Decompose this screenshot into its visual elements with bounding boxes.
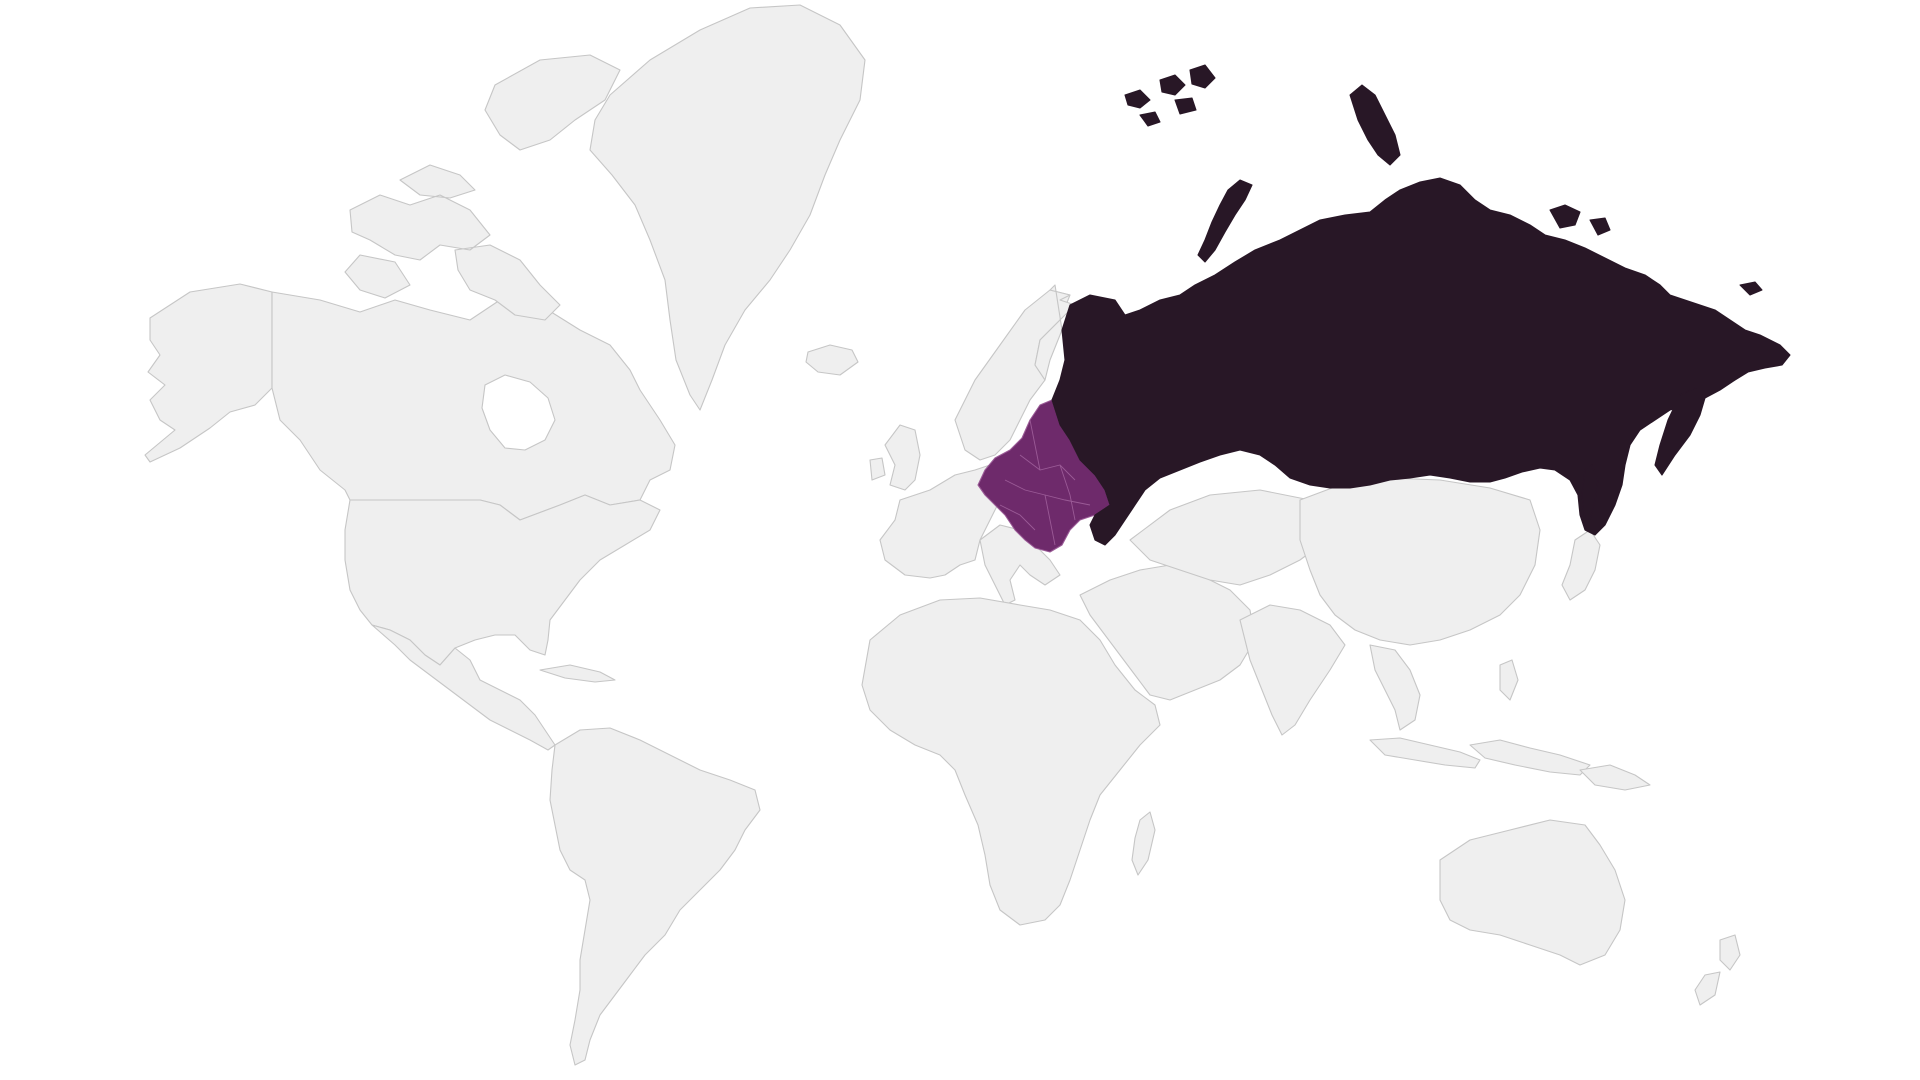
british-isles: [869, 424, 921, 491]
canada: [271, 291, 676, 521]
south-america-landmass: [549, 727, 761, 1066]
franz-josef-land: [1124, 64, 1216, 127]
madagascar: [1131, 811, 1156, 876]
canadian-arctic-islands: [344, 54, 621, 321]
oceania: [1439, 764, 1741, 1006]
australia: [1439, 819, 1626, 966]
africa-landmass: [861, 597, 1161, 926]
severnaya-zemlya: [1349, 84, 1401, 166]
china-mongolia: [1299, 477, 1541, 646]
asia: [1079, 477, 1601, 776]
iceland: [805, 344, 859, 376]
finland: [1034, 284, 1076, 381]
western-europe: [879, 464, 1006, 579]
greenland: [589, 4, 866, 411]
new-siberian-islands: [1549, 204, 1611, 236]
middle-east: [1079, 564, 1256, 701]
south-america: [549, 727, 761, 1066]
new-zealand: [1694, 934, 1741, 1006]
cuba: [539, 664, 616, 683]
wrangel-island: [1739, 281, 1763, 296]
southeast-asia: [1369, 644, 1421, 731]
mexico-central-america: [371, 624, 556, 751]
eastern-europe-borders: [999, 419, 1091, 546]
europe: [869, 284, 1076, 606]
north-america: [144, 4, 866, 751]
hudson-bay: [481, 374, 556, 451]
novaya-zemlya: [1197, 179, 1253, 263]
kamchatka: [1654, 387, 1706, 476]
india: [1239, 604, 1346, 736]
papua-new-guinea: [1579, 764, 1651, 791]
japan: [1561, 529, 1601, 601]
philippines: [1499, 659, 1519, 701]
russia-region: [1051, 64, 1791, 546]
sakhalin: [1581, 464, 1599, 521]
africa: [861, 597, 1161, 926]
